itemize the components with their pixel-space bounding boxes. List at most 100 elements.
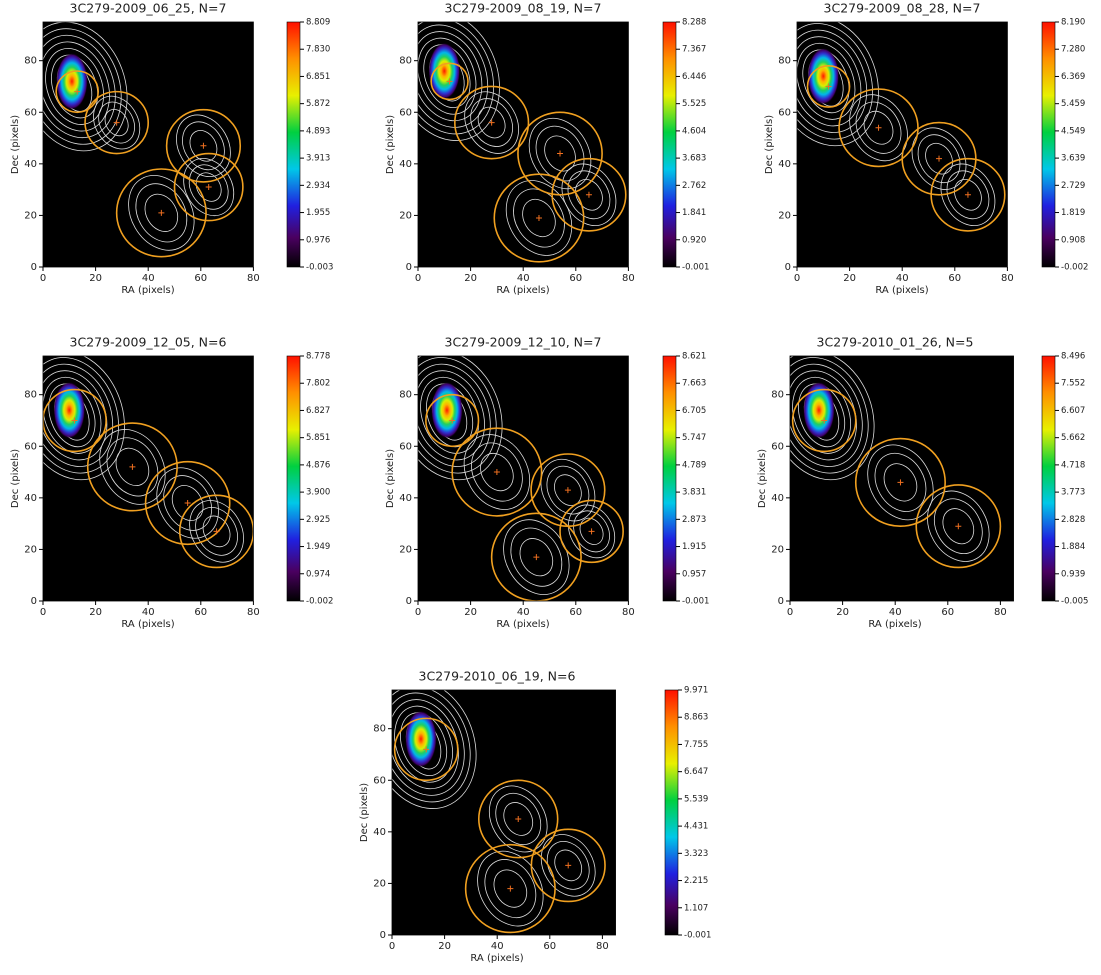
- contour: [144, 193, 179, 232]
- y-axis-label: Dec (pixels): [10, 449, 21, 508]
- colorbar-tick-label: 4.604: [682, 126, 706, 136]
- x-axis-label: RA (pixels): [121, 619, 174, 630]
- contour: [867, 444, 934, 521]
- colorbar-tick-label: 6.851: [306, 72, 330, 82]
- contour: [418, 370, 485, 461]
- component-circle: [178, 494, 254, 569]
- x-tick-label: 80: [247, 607, 260, 618]
- colorbar-tick-label: 4.789: [682, 460, 706, 470]
- y-tick-label: 40: [771, 493, 784, 504]
- contour: [464, 91, 520, 154]
- y-tick-label: 0: [406, 262, 412, 273]
- component-circle: [165, 108, 242, 183]
- y-tick-label: 40: [778, 159, 791, 170]
- chart-title: 3C279-2009_12_05, N=6: [70, 335, 227, 350]
- component-center: [585, 191, 592, 198]
- component-center: [564, 487, 571, 494]
- contour: [43, 22, 128, 152]
- contour: [418, 37, 477, 115]
- component-center: [955, 523, 962, 530]
- contour: [510, 527, 563, 587]
- colorbar-tick-label: 7.755: [684, 740, 708, 750]
- y-tick-label: 0: [785, 262, 791, 273]
- colorbar-tick-label: 7.280: [1061, 45, 1085, 55]
- contour: [849, 94, 908, 162]
- core: [803, 381, 835, 439]
- component-center: [213, 528, 220, 535]
- component-circle: [530, 828, 606, 903]
- component-circle: [43, 388, 107, 453]
- x-tick-label: 60: [569, 273, 582, 284]
- contour: [493, 869, 528, 908]
- y-axis-label: Dec (pixels): [757, 449, 768, 508]
- contour: [790, 363, 863, 467]
- colorbar-tick-label: 0.974: [306, 569, 330, 579]
- component-center: [446, 78, 453, 85]
- y-axis-label: Dec (pixels): [764, 115, 775, 174]
- contour: [392, 699, 459, 790]
- component-circle: [144, 460, 231, 546]
- contour: [43, 370, 108, 461]
- y-tick-label: 20: [24, 210, 37, 221]
- component-circle: [854, 437, 946, 528]
- colorbar-tick-label: 1.819: [1061, 208, 1085, 218]
- contour: [43, 357, 119, 474]
- x-tick-label: 20: [843, 273, 856, 284]
- colorbar-tick-label: 6.446: [682, 72, 706, 82]
- contour: [400, 712, 448, 776]
- component-center: [535, 215, 542, 221]
- x-tick-label: 0: [40, 607, 46, 618]
- component-circle: [84, 90, 150, 155]
- contour: [798, 383, 846, 448]
- x-tick-label: 40: [142, 273, 155, 284]
- component-center: [964, 191, 971, 198]
- chart-title: 3C279-2009_08_28, N=7: [824, 1, 981, 16]
- x-tick-label: 80: [247, 273, 260, 284]
- y-tick-label: 40: [399, 159, 412, 170]
- colorbar-tick-label: 3.773: [1061, 488, 1085, 498]
- x-tick-label: 40: [889, 607, 902, 618]
- contour: [540, 458, 596, 522]
- contour: [392, 692, 465, 796]
- contour: [513, 188, 565, 248]
- component-circle: [454, 85, 530, 160]
- contour: [106, 437, 159, 497]
- component-center: [158, 209, 165, 216]
- core: [53, 381, 86, 439]
- colorbar-tick-label: 5.525: [682, 99, 706, 109]
- colorbar-tick-label: 0.920: [682, 235, 706, 245]
- colorbar-tick-label: 6.369: [1061, 72, 1085, 82]
- component-circle: [55, 70, 100, 114]
- contour: [484, 859, 537, 919]
- core: [56, 52, 88, 110]
- colorbar-tick-label: 5.747: [682, 433, 706, 443]
- component-center: [423, 746, 430, 753]
- contour: [43, 363, 114, 467]
- y-tick-label: 60: [24, 441, 37, 452]
- y-tick-label: 20: [373, 878, 386, 889]
- y-tick-label: 60: [771, 441, 784, 452]
- y-tick-label: 80: [399, 56, 412, 67]
- component-circle: [930, 157, 1006, 232]
- colorbar-tick-label: 3.831: [682, 488, 706, 498]
- contour: [163, 475, 213, 531]
- contour: [418, 363, 491, 467]
- contour: [45, 48, 104, 125]
- y-tick-label: 40: [24, 493, 37, 504]
- x-tick-label: 20: [89, 273, 102, 284]
- contour: [115, 447, 150, 486]
- x-tick-label: 40: [517, 607, 530, 618]
- component-center: [488, 119, 495, 126]
- colorbar-tick-label: 4.718: [1061, 460, 1085, 470]
- colorbar: [286, 21, 301, 268]
- component-circle: [493, 173, 585, 263]
- core: [405, 710, 437, 768]
- contour: [477, 850, 544, 927]
- colorbar-tick-label: 5.872: [306, 99, 330, 109]
- contour: [554, 849, 583, 882]
- y-axis-label: Dec (pixels): [385, 449, 396, 508]
- contour: [519, 538, 554, 577]
- y-tick-label: 20: [778, 210, 791, 221]
- x-tick-label: 20: [464, 273, 477, 284]
- chart-title: 3C279-2009_06_25, N=7: [70, 1, 227, 16]
